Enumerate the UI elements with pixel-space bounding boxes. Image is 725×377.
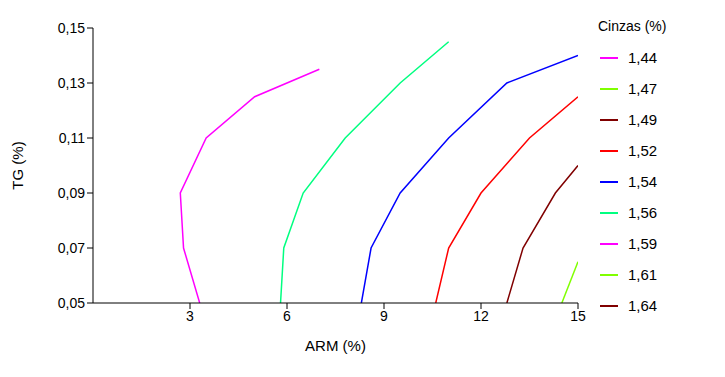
svg-text:0,09: 0,09 [58, 185, 85, 201]
html-text:Cinzas (%): Cinzas (%) [598, 18, 667, 34]
svg-text:9: 9 [380, 308, 388, 324]
svg-text:0,15: 0,15 [58, 20, 85, 36]
svg-text:TG (%): TG (%) [9, 141, 26, 189]
svg-text:12: 12 [473, 308, 489, 324]
html-text:1,44: 1,44 [628, 49, 658, 66]
html-text:1,56: 1,56 [628, 204, 658, 221]
html-text:1,52: 1,52 [628, 142, 658, 159]
html-text:1,49: 1,49 [628, 111, 658, 128]
svg-text:0,11: 0,11 [59, 130, 85, 146]
html-text:1,61: 1,61 [628, 266, 658, 283]
svg-text:6: 6 [283, 308, 291, 324]
html-text:1,59: 1,59 [628, 235, 658, 252]
svg-text:0,13: 0,13 [58, 75, 85, 91]
svg-text:0,05: 0,05 [58, 295, 85, 311]
html-text:1,64: 1,64 [628, 297, 658, 314]
svg-text:ARM (%): ARM (%) [305, 337, 366, 354]
svg-text:3: 3 [186, 308, 194, 324]
html-text:1,54: 1,54 [628, 173, 658, 190]
svg-text:15: 15 [570, 308, 586, 324]
html-text:1,47: 1,47 [628, 80, 658, 97]
svg-text:0,07: 0,07 [58, 240, 85, 256]
